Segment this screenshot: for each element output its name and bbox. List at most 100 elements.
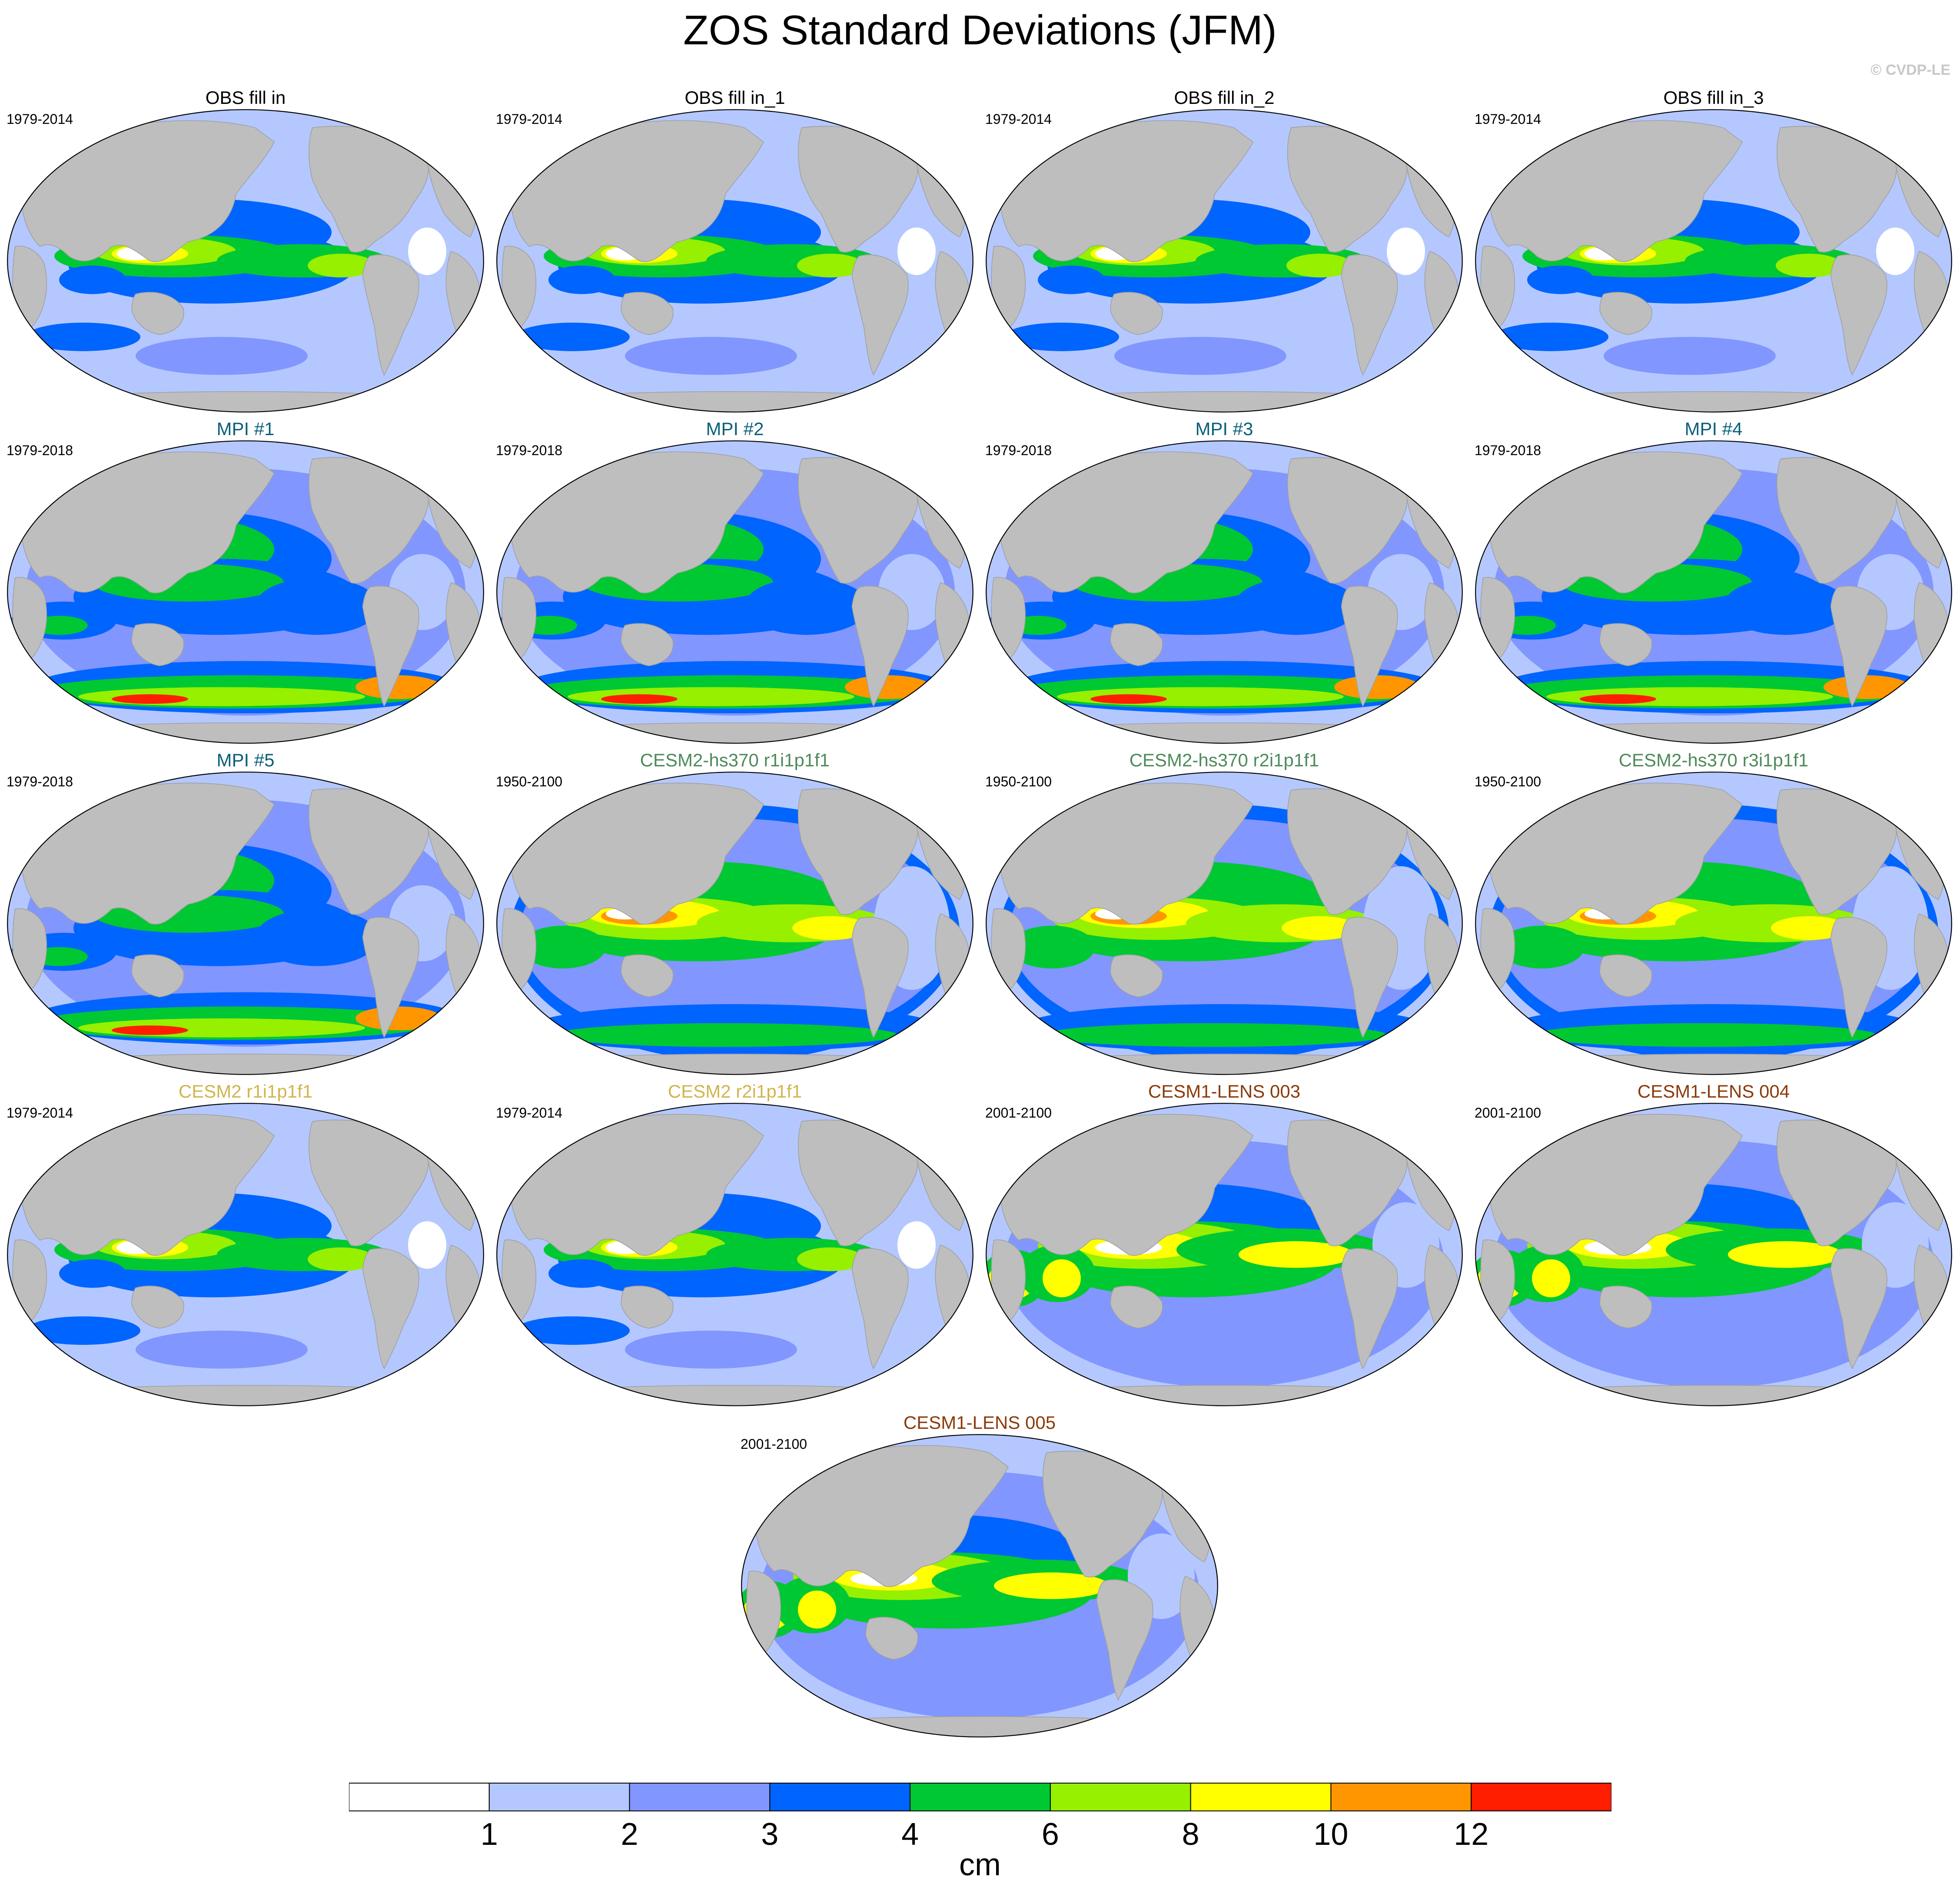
panel-title: CESM2-hs370 r2i1p1f1 <box>1129 750 1319 770</box>
antarctica-landmass <box>538 722 931 743</box>
map-boundary <box>496 440 973 744</box>
greenland-landmass <box>906 453 934 479</box>
std-dev-contour-region <box>897 1221 936 1269</box>
robinson-map <box>496 440 973 744</box>
panel-title: OBS fill in_3 <box>1663 87 1764 108</box>
australia-landmass <box>1110 954 1163 998</box>
africa-landmass <box>1480 577 1515 661</box>
map-panel: OBS fill in_1 1979-2014 <box>496 87 974 413</box>
antarctica-landmass <box>1517 1053 1910 1075</box>
colorbar-tick-label: 2 <box>621 1817 638 1852</box>
map-boundary <box>7 440 484 744</box>
colorbar-box <box>769 1783 911 1811</box>
colorbar-box <box>1330 1783 1472 1811</box>
africa-landmass <box>12 1239 47 1324</box>
map-boundary <box>496 1103 973 1406</box>
panel-title: MPI #5 <box>216 750 275 770</box>
std-dev-contour-region <box>308 1247 375 1271</box>
std-dev-contour-region <box>515 1316 630 1345</box>
map-boundary <box>1475 109 1952 413</box>
panel-title: MPI #2 <box>706 419 764 439</box>
robinson-map <box>741 1434 1218 1737</box>
std-dev-contour-region <box>798 1590 836 1629</box>
africa-landmass <box>1480 246 1515 330</box>
map-boundary <box>1475 1103 1952 1406</box>
robinson-map <box>1475 1103 1952 1406</box>
map-boundary <box>986 772 1463 1075</box>
std-dev-contour-region <box>1009 925 1095 968</box>
australia-landmass <box>1110 623 1163 666</box>
south-america-landmass <box>851 917 909 1038</box>
antarctica-landmass <box>49 1384 442 1406</box>
panel-title: CESM2-hs370 r3i1p1f1 <box>1618 750 1809 770</box>
colorbar-tick-label: 6 <box>1041 1817 1059 1852</box>
greenland-landmass <box>906 1115 934 1141</box>
panel-period: 1979-2014 <box>985 111 1052 127</box>
antarctica-landmass <box>538 1053 931 1075</box>
australia-landmass <box>621 1285 674 1329</box>
std-dev-contour-region <box>408 227 446 275</box>
std-dev-contour-region <box>897 227 936 275</box>
greenland-landmass <box>1395 453 1423 479</box>
panel-period: 1979-2014 <box>1475 111 1541 127</box>
greenland-landmass <box>1884 453 1913 479</box>
africa-landmass <box>12 577 47 661</box>
australia-landmass <box>131 623 184 666</box>
africa-landmass <box>12 246 47 330</box>
africa-landmass <box>12 908 47 992</box>
greenland-landmass <box>1395 1115 1423 1141</box>
australia-landmass <box>131 954 184 998</box>
std-dev-contour-region <box>1090 694 1167 704</box>
antarctica-landmass <box>1517 391 1910 412</box>
map-boundary <box>1475 772 1952 1075</box>
std-dev-contour-region <box>1532 1023 1876 1047</box>
std-dev-contour-region <box>845 675 931 699</box>
panel-period: 1979-2014 <box>496 1105 563 1121</box>
std-dev-contour-region <box>1728 1241 1843 1268</box>
colorbar-box <box>910 1783 1051 1811</box>
std-dev-contour-region <box>1776 253 1843 278</box>
map-boundary <box>7 109 484 413</box>
robinson-map <box>986 109 1463 413</box>
colorbar-box <box>488 1783 630 1811</box>
std-dev-contour-region <box>601 694 678 704</box>
south-america-landmass <box>851 254 909 376</box>
robinson-map <box>496 1103 973 1406</box>
panel-period: 1950-2100 <box>496 774 563 789</box>
panel-period: 1979-2014 <box>7 111 73 127</box>
map-boundary <box>986 440 1463 744</box>
south-america-landmass <box>1830 917 1887 1038</box>
std-dev-contour-region <box>1038 265 1105 294</box>
std-dev-contour-region <box>1527 265 1594 294</box>
std-dev-contour-region <box>1334 675 1420 699</box>
robinson-map <box>7 440 484 744</box>
australia-landmass <box>1599 954 1652 998</box>
panel-period: 1979-2018 <box>7 774 73 789</box>
robinson-map <box>496 772 973 1075</box>
std-dev-contour-region <box>1876 227 1914 275</box>
std-dev-contour-region <box>1387 227 1425 275</box>
std-dev-contour-region <box>112 1025 188 1035</box>
colorbar-box <box>629 1783 771 1811</box>
australia-landmass <box>131 1285 184 1329</box>
antarctica-landmass <box>1028 391 1421 412</box>
australia-landmass <box>1599 292 1652 335</box>
std-dev-contour-region <box>136 1331 308 1369</box>
robinson-map <box>1475 772 1952 1075</box>
map-boundary <box>1475 440 1952 744</box>
map-panel: CESM2-hs370 r3i1p1f1 1950-2100 <box>1475 749 1953 1075</box>
panel-title: OBS fill in <box>205 87 286 108</box>
antarctica-landmass <box>1517 1384 1910 1406</box>
africa-landmass <box>991 246 1026 330</box>
std-dev-contour-region <box>553 1023 897 1047</box>
australia-landmass <box>621 954 674 998</box>
south-america-landmass <box>1830 254 1887 376</box>
africa-landmass <box>502 1239 537 1324</box>
std-dev-contour-region <box>255 909 379 966</box>
std-dev-contour-region <box>355 1006 442 1031</box>
map-panel: OBS fill in_2 1979-2014 <box>985 87 1463 413</box>
south-america-landmass <box>851 586 909 707</box>
map-panel: MPI #3 1979-2018 <box>985 418 1463 744</box>
std-dev-contour-region <box>797 1247 864 1271</box>
map-panel: CESM2 r2i1p1f1 1979-2014 <box>496 1081 974 1407</box>
